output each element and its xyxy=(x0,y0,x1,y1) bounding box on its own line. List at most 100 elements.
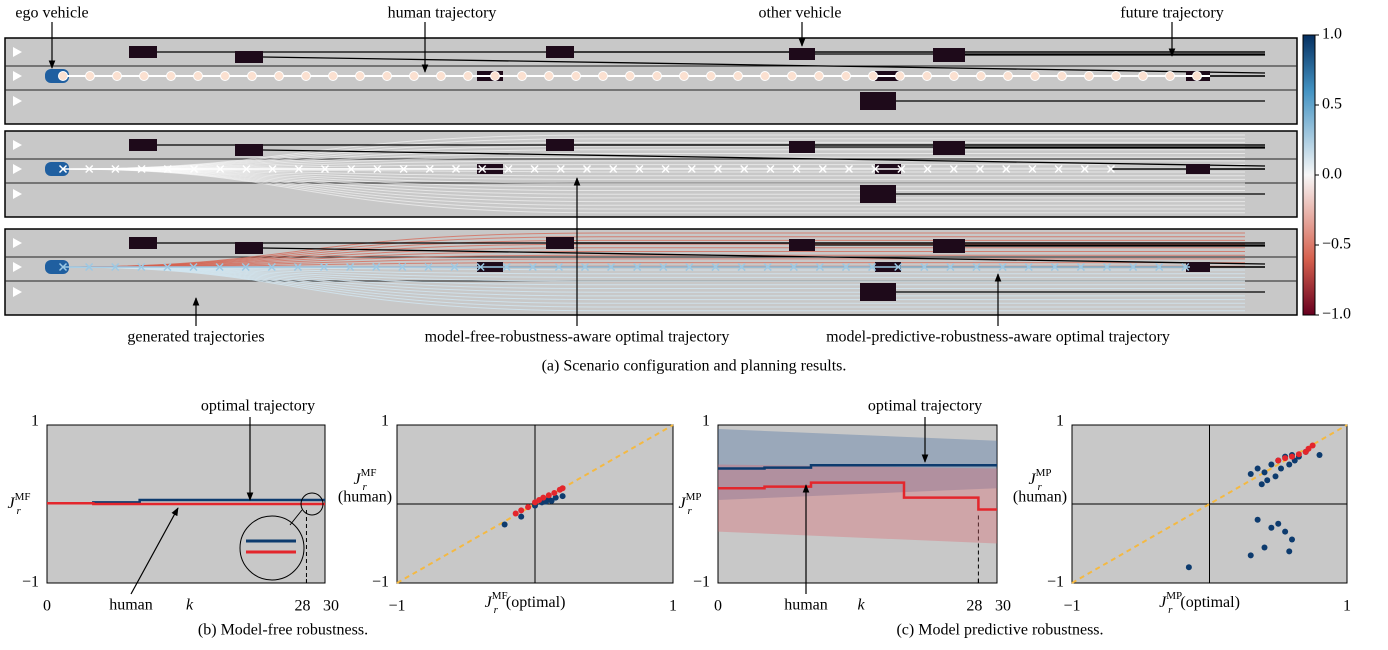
scatter-point xyxy=(1286,548,1293,555)
optimal-point xyxy=(580,262,590,272)
annotation: generated trajectories xyxy=(127,329,264,346)
scatter-point xyxy=(512,510,519,517)
optimal-point xyxy=(319,262,329,272)
y-tick-label: −1 xyxy=(693,574,710,591)
colorbar-tick-label: −1.0 xyxy=(1322,306,1351,323)
axis-label: JMP r (optimal) xyxy=(1159,590,1240,616)
human-point xyxy=(85,71,95,81)
label-main: J xyxy=(7,495,15,512)
x-label: k xyxy=(858,597,866,614)
annotation: model-free-robustness-aware optimal traj… xyxy=(425,329,730,346)
human-point xyxy=(517,71,527,81)
human-point xyxy=(1111,71,1121,81)
optimal-point xyxy=(111,262,120,272)
optimal-point xyxy=(818,164,827,174)
optimal-point xyxy=(685,262,694,272)
optimal-point xyxy=(740,164,749,174)
human-point xyxy=(301,71,311,81)
optimal-point xyxy=(737,262,746,272)
other-vehicle xyxy=(789,239,815,251)
x-tick-label: 1 xyxy=(669,598,677,615)
scatter-point xyxy=(1254,516,1261,523)
optimal-point xyxy=(1102,262,1112,272)
optimal-point xyxy=(946,262,955,272)
scatter-point xyxy=(1275,520,1282,527)
optimal-point xyxy=(347,164,356,174)
label-suffix: (optimal) xyxy=(1180,594,1240,611)
optimal-point xyxy=(215,262,224,272)
generated-trajectory xyxy=(61,168,1245,214)
optimal-point xyxy=(528,262,537,272)
annotation: model-predictive-robustness-aware optima… xyxy=(826,329,1170,346)
human-point xyxy=(220,71,230,81)
other-vehicle xyxy=(235,51,263,63)
ego-vehicle xyxy=(45,162,69,176)
optimal-point xyxy=(504,164,513,174)
other-vehicle xyxy=(933,239,965,253)
optimal-point xyxy=(661,164,670,174)
human-point xyxy=(1192,71,1202,81)
optimal-point xyxy=(1076,262,1085,272)
other-vehicle xyxy=(789,141,815,153)
optimal-point xyxy=(792,164,801,174)
optimal-point xyxy=(789,262,798,272)
future-trajectory xyxy=(262,56,1266,74)
scatter-point xyxy=(1258,481,1265,488)
optimal-point xyxy=(58,164,68,174)
future-trajectory xyxy=(262,247,1266,265)
scatter-point xyxy=(1278,465,1284,472)
optimal-point xyxy=(216,164,225,174)
scatter-point xyxy=(1261,544,1268,551)
optimal-point xyxy=(633,262,642,272)
label-main: J xyxy=(485,594,493,611)
annotation: human trajectory xyxy=(388,5,497,22)
human-point xyxy=(787,71,797,81)
other-vehicle xyxy=(129,139,157,151)
other-vehicle xyxy=(1186,262,1210,272)
optimal-point xyxy=(189,164,199,174)
optimal-point xyxy=(920,262,929,272)
lane-arrow xyxy=(13,189,22,199)
human-point xyxy=(679,71,689,81)
scatter-point xyxy=(1247,552,1254,559)
optimal-point xyxy=(373,164,382,174)
human-point xyxy=(625,71,635,81)
label-main: J xyxy=(353,471,361,488)
label-suffix: (optimal) xyxy=(506,594,566,611)
annotation: future trajectory xyxy=(1120,5,1224,22)
other-vehicle xyxy=(546,46,574,58)
optimal-point xyxy=(1028,164,1037,174)
y-tick-label: 1 xyxy=(31,413,39,430)
optimal-point xyxy=(478,164,487,174)
y-tick-label: −1 xyxy=(22,574,39,591)
label-main: J xyxy=(678,495,686,512)
axis-label: JMF r xyxy=(353,467,376,493)
optimal-point xyxy=(320,164,330,174)
scatter-point xyxy=(540,494,547,501)
line-series xyxy=(718,464,997,470)
scatter-point xyxy=(1282,455,1289,462)
scatter-point xyxy=(548,497,555,504)
other-vehicle xyxy=(129,46,157,58)
other-vehicle xyxy=(546,139,574,151)
scatter-point xyxy=(1268,461,1275,468)
scatter-point xyxy=(551,489,558,496)
scatter-point xyxy=(559,493,566,500)
scatter-point xyxy=(1185,564,1192,571)
optimal-point xyxy=(424,262,433,272)
optimal-point xyxy=(137,262,146,272)
road xyxy=(4,37,1298,125)
x-tick-label: −1 xyxy=(1063,598,1080,615)
optimal-point xyxy=(841,262,851,272)
other-vehicle xyxy=(129,237,157,249)
human-point xyxy=(1057,71,1067,81)
optimal-point xyxy=(711,262,720,272)
optimal-point xyxy=(399,164,408,174)
caption: (a) Scenario configuration and planning … xyxy=(542,358,847,375)
scatter-point xyxy=(559,485,566,492)
scatter-point xyxy=(1295,451,1302,458)
diagonal xyxy=(396,424,674,584)
y-tick-label: −1 xyxy=(1047,574,1064,591)
optimal-point xyxy=(1155,262,1164,272)
